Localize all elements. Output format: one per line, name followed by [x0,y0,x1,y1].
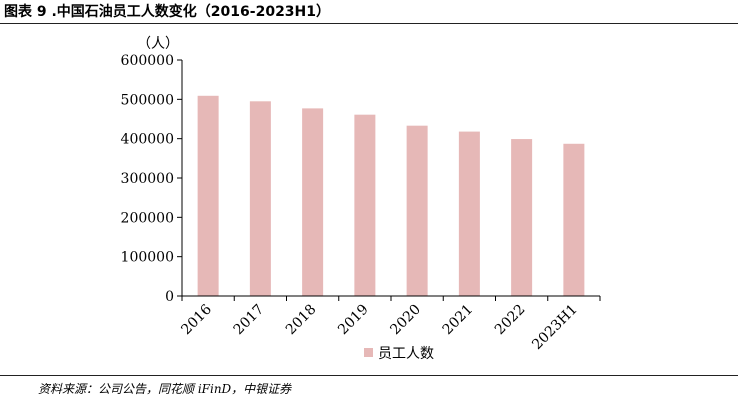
y-tick-label: 400000 [121,132,174,148]
y-axis-unit-label: （人） [137,36,179,52]
x-tick-label: 2020 [387,302,424,339]
x-tick-label: 2016 [178,301,215,338]
y-tick-label: 100000 [121,250,174,266]
legend-swatch [364,348,373,357]
bar [563,143,585,296]
y-tick-label: 500000 [121,92,174,108]
x-tick-label: 2021 [440,302,477,339]
y-tick-label: 200000 [121,210,174,226]
bar [197,95,219,296]
x-tick-label: 2023H1 [529,302,580,353]
y-tick-label: 0 [165,289,174,305]
bar [249,101,271,296]
legend: 员工人数 [364,346,434,362]
bar [302,108,324,296]
bar [458,131,480,296]
x-axis-ticks: 2016 2017 2018 2019 2020 2021 2022 2023H1 [178,296,601,353]
title-rule [0,23,738,24]
y-tick-label: 600000 [121,53,174,69]
y-axis-ticks: 0 100000 200000 300000 400000 500000 600000 [121,53,182,305]
legend-label: 员工人数 [378,346,434,362]
x-tick-label: 2022 [492,302,529,339]
source-note: 资料来源：公司公告，同花顺 iFinD，中银证券 [38,382,292,396]
y-tick-label: 300000 [121,171,174,187]
bar [406,125,428,296]
x-tick-label: 2017 [231,302,268,339]
source-rule [0,375,738,376]
figure-title: 图表 9 .中国石油员工人数变化（2016-2023H1） [4,4,331,20]
x-tick-label: 2018 [283,302,320,339]
bar [354,114,376,296]
x-tick-label: 2019 [335,302,372,339]
bars [197,95,585,296]
bar [511,139,533,296]
bar-chart: （人） 0 100000 200000 300000 400000 500000 60000… [121,36,601,362]
